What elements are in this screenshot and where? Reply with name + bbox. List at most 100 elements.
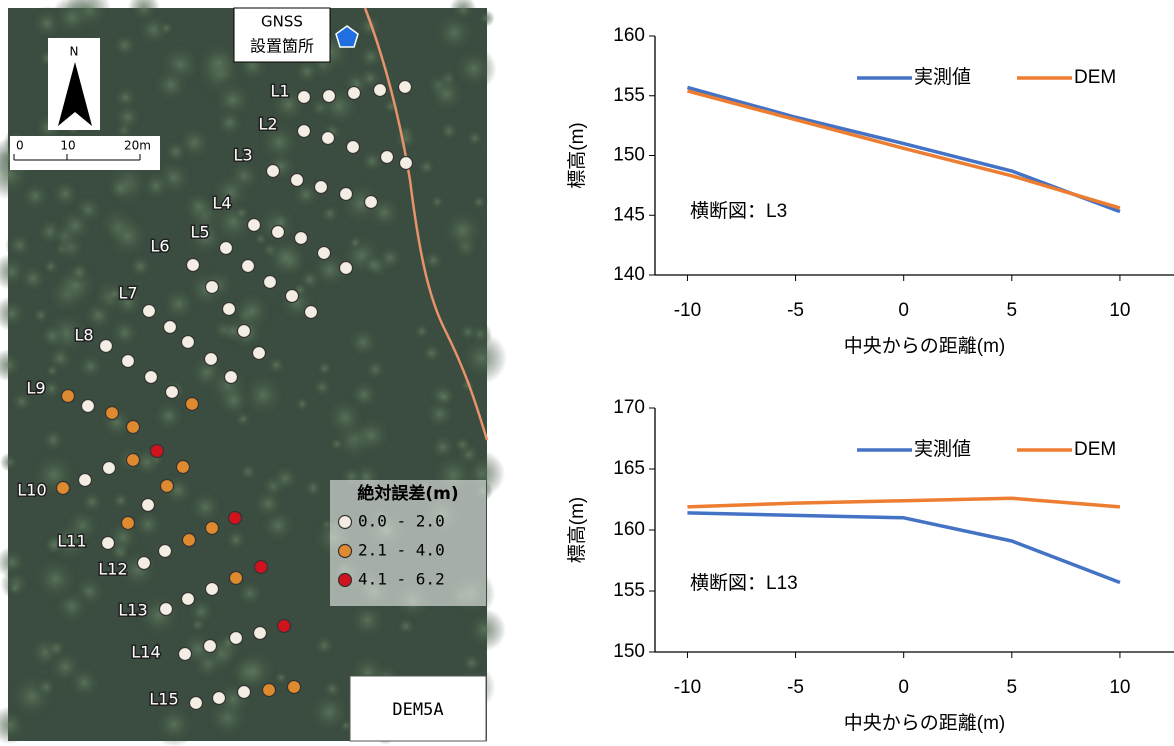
tree-crown bbox=[419, 341, 443, 365]
y-tick-label: 155 bbox=[613, 580, 645, 601]
x-axis-label: 中央からの距離(m) bbox=[844, 335, 1005, 357]
survey-point bbox=[102, 537, 115, 550]
tree-crown bbox=[363, 357, 388, 382]
tree-crown bbox=[321, 678, 344, 701]
tree-crown bbox=[312, 633, 336, 657]
y-tick-label: 150 bbox=[613, 145, 645, 166]
survey-point bbox=[230, 632, 243, 645]
tree-crown bbox=[422, 397, 457, 432]
line-label: L4 bbox=[212, 194, 231, 213]
legend-label: DEM bbox=[1074, 67, 1116, 88]
tree-crown bbox=[429, 193, 446, 210]
survey-point bbox=[122, 355, 135, 368]
line-label: L9 bbox=[26, 379, 45, 398]
survey-point bbox=[142, 499, 155, 512]
survey-point bbox=[62, 390, 75, 403]
tree-crown bbox=[478, 10, 495, 27]
tree-crown bbox=[79, 489, 106, 516]
line-label: L7 bbox=[118, 284, 137, 303]
tree-crown bbox=[0, 452, 20, 472]
y-tick-label: 165 bbox=[613, 458, 645, 479]
x-tick-label: -5 bbox=[787, 300, 804, 321]
tree-crown bbox=[213, 106, 246, 139]
x-tick-label: 0 bbox=[898, 677, 909, 698]
series-line bbox=[687, 498, 1120, 507]
survey-point bbox=[225, 371, 238, 384]
tree-crown bbox=[110, 31, 139, 60]
legend-label: 実測値 bbox=[914, 66, 971, 88]
tree-crown bbox=[328, 435, 346, 453]
survey-point bbox=[159, 545, 172, 558]
tree-crown bbox=[223, 527, 249, 553]
tree-crown bbox=[67, 260, 92, 285]
tree-crown bbox=[347, 234, 364, 251]
x-tick-label: 10 bbox=[1109, 300, 1130, 321]
survey-point bbox=[374, 84, 387, 97]
survey-point bbox=[315, 181, 328, 194]
survey-point bbox=[179, 648, 192, 661]
survey-point bbox=[166, 386, 179, 399]
tree-crown bbox=[293, 395, 311, 413]
legend-title: 絶対誤差(m) bbox=[357, 483, 458, 504]
survey-point bbox=[298, 91, 311, 104]
legend-swatch bbox=[339, 574, 352, 587]
tree-crown bbox=[111, 101, 144, 134]
line-label: L8 bbox=[74, 326, 93, 345]
survey-point bbox=[323, 90, 336, 103]
tree-crown bbox=[251, 486, 287, 522]
legend-label: 4.1 - 6.2 bbox=[358, 570, 445, 589]
y-axis-label: 標高(m) bbox=[566, 497, 588, 563]
tree-crown bbox=[345, 324, 381, 360]
tree-crown bbox=[465, 128, 485, 148]
tree-crown bbox=[37, 321, 67, 351]
survey-point bbox=[230, 572, 243, 585]
survey-point bbox=[278, 620, 291, 633]
line-label: L5 bbox=[190, 223, 209, 242]
y-tick-label: 160 bbox=[613, 25, 645, 46]
legend-swatch bbox=[339, 545, 352, 558]
tree-crown bbox=[311, 376, 334, 399]
tree-crown bbox=[412, 322, 431, 341]
tree-crown bbox=[360, 252, 387, 279]
survey-point bbox=[143, 305, 156, 318]
survey-point bbox=[205, 353, 218, 366]
dem-label: DEM5A bbox=[392, 700, 443, 720]
tree-crown bbox=[416, 156, 437, 177]
tree-crown bbox=[31, 554, 80, 603]
survey-point bbox=[381, 151, 394, 164]
survey-point bbox=[213, 692, 226, 705]
scale-label: 0 bbox=[16, 139, 24, 153]
annotation: 横断図：L13 bbox=[690, 572, 798, 594]
y-tick-label: 145 bbox=[613, 204, 645, 225]
tree-crown bbox=[75, 351, 106, 382]
x-tick-label: 5 bbox=[1007, 300, 1018, 321]
annotation: 横断図：L3 bbox=[690, 200, 787, 222]
tree-crown bbox=[391, 125, 419, 153]
tree-crown bbox=[110, 490, 132, 512]
survey-point bbox=[206, 281, 219, 294]
survey-point bbox=[399, 81, 412, 94]
tree-crown bbox=[315, 358, 334, 377]
survey-point bbox=[272, 226, 285, 239]
x-tick-label: 5 bbox=[1007, 677, 1018, 698]
figure: GNSS 設置箇所 N 0 10 20m 絶対誤差(m) DEM5A L1L2L… bbox=[0, 0, 1174, 746]
tree-crown bbox=[426, 73, 468, 115]
survey-point bbox=[291, 174, 304, 187]
tree-crown bbox=[150, 64, 191, 105]
survey-point bbox=[365, 196, 378, 209]
line-label: L3 bbox=[233, 146, 252, 165]
survey-point bbox=[100, 340, 113, 353]
survey-point bbox=[264, 276, 277, 289]
tree-crown bbox=[233, 204, 251, 222]
y-tick-label: 170 bbox=[613, 397, 645, 418]
survey-point bbox=[161, 480, 174, 493]
tree-crown bbox=[56, 206, 95, 245]
tree-crown bbox=[230, 289, 275, 334]
survey-point bbox=[177, 461, 190, 474]
survey-point bbox=[223, 303, 236, 316]
y-axis-label: 標高(m) bbox=[566, 122, 588, 188]
legend-label: DEM bbox=[1074, 439, 1116, 460]
line-label: L11 bbox=[57, 532, 86, 551]
survey-point bbox=[305, 306, 318, 319]
line-label: L13 bbox=[118, 601, 147, 620]
